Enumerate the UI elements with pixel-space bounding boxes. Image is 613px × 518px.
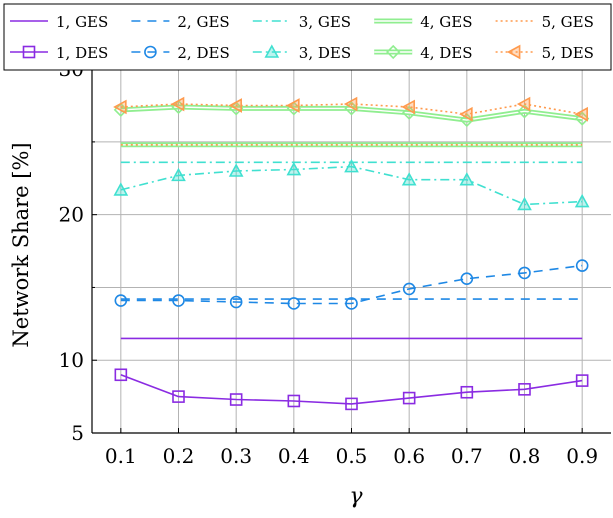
series-line-3-des [120, 165, 583, 206]
legend-marker-5-des [506, 44, 521, 60]
series-line-5-des [120, 103, 583, 115]
legend-marker-3-des [264, 44, 280, 58]
legend-marker-2-des [144, 45, 157, 59]
point-3-des-0.6 [401, 172, 417, 186]
x-tick-label-0.8: 0.8 [509, 444, 541, 468]
point-2-des-0.6 [402, 282, 416, 296]
x-tick-label-0.9: 0.9 [566, 444, 598, 468]
x-tick-label-0.2: 0.2 [163, 444, 195, 468]
point-4-des-0.5 [344, 101, 359, 116]
y-tick-label-5: 5 [71, 421, 84, 445]
point-1-des-0.1 [114, 368, 128, 382]
point-2-des-0.4 [287, 297, 301, 310]
legend-label-5-ges: 5, GES [542, 13, 594, 31]
point-5-des-0.6 [401, 99, 415, 115]
point-1-des-0.3 [229, 393, 243, 406]
legend-item-5-ges: 5, GES [495, 13, 594, 31]
point-5-des-0.4 [286, 98, 300, 113]
legend: 1, GES 2, GES 3, GES 4, GES 5, GES 1, DES 2, D… [3, 3, 612, 71]
series-layer [113, 96, 590, 411]
point-1-des-0.4 [287, 394, 301, 408]
legend-item-4-ges: 4, GES [374, 13, 472, 31]
legend-box [3, 3, 612, 71]
legend-item-3-ges: 3, GES [252, 13, 351, 31]
x-tick-label-0.1: 0.1 [105, 444, 137, 468]
legend-label-4-des: 4, DES [420, 44, 472, 62]
series-5-des [113, 96, 588, 122]
point-3-des-0.8 [517, 196, 532, 211]
point-5-des-0.9 [574, 106, 588, 122]
legend-item-2-ges: 2, GES [131, 13, 230, 31]
point-3-des-0.3 [228, 163, 244, 177]
axes: 51020300.10.20.30.40.50.60.70.80.9 [59, 40, 611, 468]
legend-item-2-des: 2, DES [131, 44, 230, 62]
legend-label-3-des: 3, DES [299, 44, 351, 62]
point-1-des-0.7 [460, 385, 474, 399]
legend-item-4-des: 4, DES [374, 44, 473, 62]
series-2-des [114, 259, 589, 310]
point-5-des-0.5 [343, 96, 358, 112]
point-3-des-0.1 [113, 182, 129, 196]
point-5-des-0.2 [170, 96, 185, 112]
point-2-des-0.2 [172, 294, 185, 307]
series-3-des [113, 158, 590, 211]
x-axis-label: γ [349, 484, 363, 509]
point-1-des-0.9 [575, 374, 589, 387]
y-tick-label-20: 20 [59, 203, 84, 227]
point-3-des-0.5 [344, 158, 359, 173]
legend-label-2-des: 2, DES [177, 44, 229, 62]
point-5-des-0.3 [228, 98, 242, 113]
y-tick-label-10: 10 [59, 348, 84, 372]
legend-label-3-ges: 3, GES [299, 13, 351, 31]
point-3-des-0.4 [286, 161, 302, 176]
series-1-des [114, 368, 589, 411]
legend-marker-4-des [386, 44, 401, 60]
legend-marker-1-des [22, 45, 36, 59]
legend-item-3-des: 3, DES [252, 44, 351, 62]
legend-label-1-ges: 1, GES [56, 13, 108, 31]
x-tick-label-0.7: 0.7 [451, 444, 483, 468]
point-3-des-0.9 [574, 193, 590, 208]
point-1-des-0.2 [172, 390, 185, 403]
legend-label-2-ges: 2, GES [177, 13, 229, 31]
legend-item-5-des: 5, DES [495, 44, 594, 62]
point-2-des-0.9 [575, 259, 589, 272]
point-1-des-0.5 [345, 397, 358, 411]
series-line-2-des [120, 264, 583, 305]
point-5-des-0.1 [113, 99, 127, 115]
point-2-des-0.3 [229, 295, 243, 309]
legend-label-5-des: 5, DES [542, 44, 594, 62]
legend-label-4-ges: 4, GES [420, 13, 472, 31]
x-tick-label-0.6: 0.6 [393, 444, 425, 468]
point-2-des-0.8 [518, 266, 531, 280]
point-4-des-0.7 [459, 112, 474, 128]
series-line-1-des [120, 374, 583, 405]
point-5-des-0.8 [516, 96, 531, 112]
point-5-des-0.7 [459, 106, 473, 122]
x-tick-label-0.5: 0.5 [336, 444, 368, 468]
point-2-des-0.1 [114, 294, 128, 307]
series-line-4-des-inner [120, 106, 583, 121]
legend-item-1-des: 1, DES [10, 44, 108, 62]
point-1-des-0.6 [402, 391, 416, 405]
point-1-des-0.8 [518, 383, 531, 396]
point-4-des-0.6 [402, 105, 417, 120]
point-2-des-0.5 [345, 297, 358, 310]
x-tick-label-0.3: 0.3 [220, 444, 252, 468]
x-tick-label-0.4: 0.4 [278, 444, 310, 468]
legend-label-1-des: 1, DES [56, 44, 108, 62]
point-3-des-0.7 [459, 172, 475, 186]
point-2-des-0.7 [460, 272, 474, 286]
y-axis-label: Network Share [%] [9, 142, 33, 347]
grid [92, 40, 611, 434]
point-3-des-0.2 [171, 167, 186, 182]
legend-item-1-ges: 1, GES [10, 13, 108, 31]
point-4-des-0.9 [575, 111, 590, 126]
series-4-des [113, 99, 590, 128]
